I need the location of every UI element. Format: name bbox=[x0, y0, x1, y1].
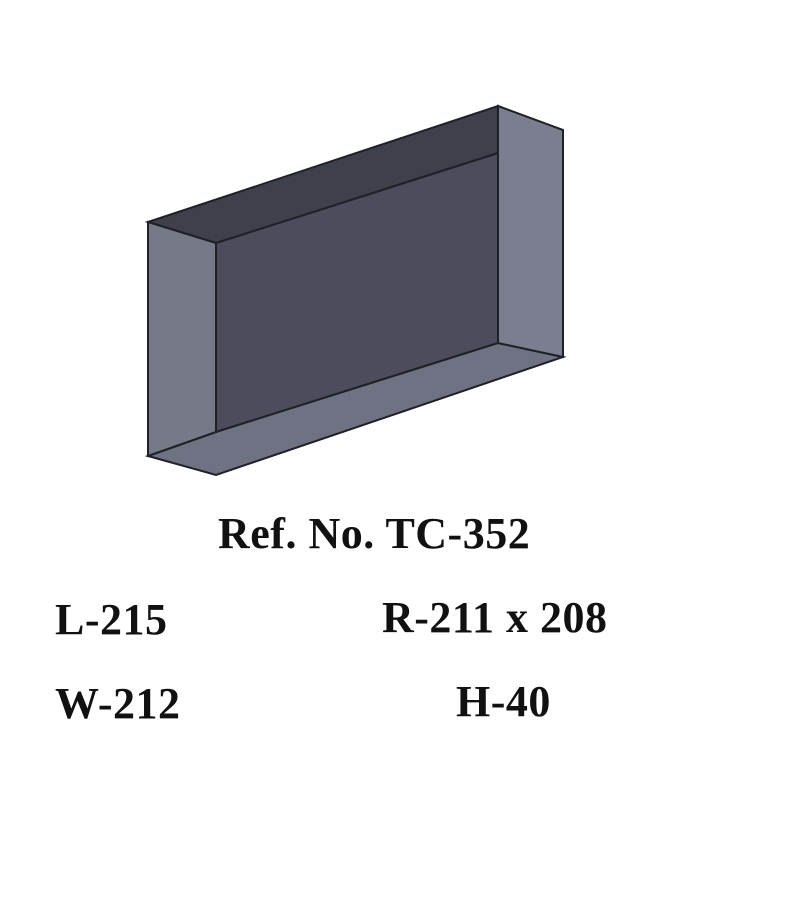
width-spec: W-212 bbox=[55, 679, 181, 728]
height-spec: H-40 bbox=[456, 677, 551, 726]
reference-number: Ref. No. TC-352 bbox=[218, 509, 531, 558]
right-side-panel bbox=[497, 104, 564, 359]
radius-spec: R-211 x 208 bbox=[382, 593, 608, 642]
left-side-panel bbox=[147, 220, 217, 458]
length-spec: L-215 bbox=[55, 595, 168, 644]
